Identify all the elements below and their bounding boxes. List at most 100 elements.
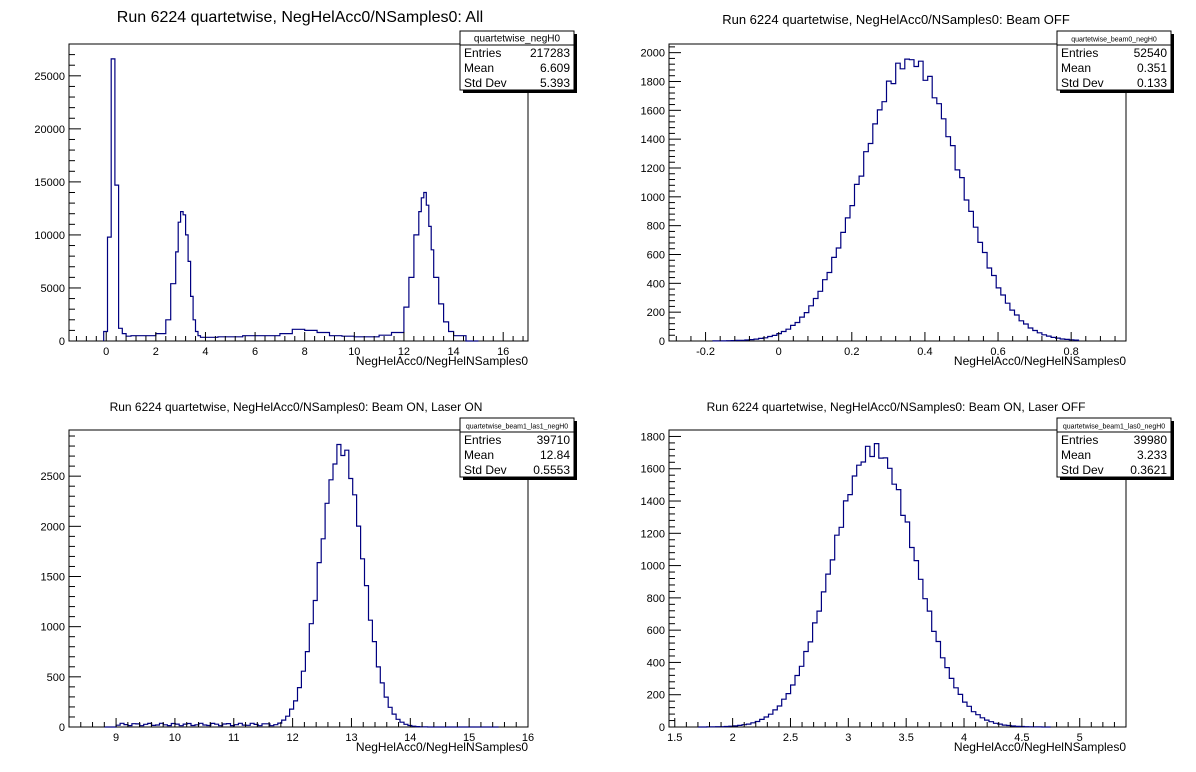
y-tick-label: 1800 <box>641 76 665 88</box>
stats-label: Mean <box>464 61 494 75</box>
x-tick-label: 13 <box>345 732 357 744</box>
histogram-pad-3: Run 6224 quartetwise, NegHelAcc0/NSample… <box>41 400 577 754</box>
stats-value: 6.609 <box>540 61 570 75</box>
stats-label: Mean <box>1061 448 1091 462</box>
x-tick-label: 10 <box>169 732 181 744</box>
x-tick-label: 1.5 <box>667 732 682 744</box>
y-tick-label: 1400 <box>641 496 665 508</box>
stats-value: 39710 <box>537 433 571 447</box>
y-tick-label: 1600 <box>641 464 665 476</box>
x-axis-label: NegHelAcc0/NegHelNSamples0 <box>954 354 1126 368</box>
y-tick-label: 1000 <box>641 192 665 204</box>
plot-frame <box>668 43 1127 342</box>
y-tick-label: 400 <box>647 657 665 669</box>
stats-label: Std Dev <box>1061 76 1104 90</box>
y-tick-label: 5000 <box>41 283 65 295</box>
x-tick-label: 15 <box>463 732 475 744</box>
y-tick-label: 0 <box>659 336 665 348</box>
chart-title: Run 6224 quartetwise, NegHelAcc0/NSample… <box>110 400 483 414</box>
histogram-series <box>103 58 479 342</box>
stats-value: 0.3621 <box>1130 463 1167 477</box>
x-tick-label: 14 <box>447 346 459 358</box>
x-tick-label: 10 <box>348 346 360 358</box>
x-tick-label: 11 <box>228 732 239 744</box>
plot-frame <box>68 43 529 342</box>
x-tick-label: 0 <box>103 346 109 358</box>
stats-value: 217283 <box>530 46 570 60</box>
stats-box-name: quartetwise_beam1_las0_negH0 <box>1063 424 1165 431</box>
x-axis-label: NegHelAcc0/NegHelNSamples0 <box>954 740 1126 754</box>
x-tick-label: 0.4 <box>917 346 932 358</box>
y-tick-label: 1400 <box>641 134 665 146</box>
chart-title: Run 6224 quartetwise, NegHelAcc0/NSample… <box>117 9 483 26</box>
y-tick-label: 0 <box>659 722 665 734</box>
histogram-series <box>697 443 1051 728</box>
stats-label: Mean <box>1061 61 1091 75</box>
y-tick-label: 1000 <box>641 561 665 573</box>
x-tick-label: 3.5 <box>899 732 914 744</box>
stats-label: Std Dev <box>464 76 507 90</box>
x-tick-label: 0.8 <box>1064 346 1079 358</box>
stats-box: quartetwise_beam0_negH0 Entries 52540 Mean 0… <box>1056 30 1174 93</box>
histogram-pad-2: Run 6224 quartetwise, NegHelAcc0/NSample… <box>641 12 1174 368</box>
chart-title: Run 6224 quartetwise, NegHelAcc0/NSample… <box>707 400 1086 414</box>
stats-value: 0.5553 <box>533 463 570 477</box>
x-tick-label: 2.5 <box>783 732 798 744</box>
histogram-series <box>712 58 1080 342</box>
x-tick-label: 2 <box>730 732 736 744</box>
stats-label: Mean <box>464 448 494 462</box>
y-tick-label: 500 <box>47 672 65 684</box>
x-tick-label: 12 <box>286 732 298 744</box>
stats-box-name: quartetwise_beam0_negH0 <box>1071 37 1157 44</box>
y-tick-label: 800 <box>647 593 665 605</box>
y-tick-label: 1500 <box>41 571 65 583</box>
y-tick-label: 200 <box>647 690 665 702</box>
x-tick-label: 4 <box>961 732 967 744</box>
x-tick-label: 14 <box>404 732 416 744</box>
stats-value: 12.84 <box>540 448 570 462</box>
stats-value: 39980 <box>1134 433 1168 447</box>
x-tick-label: 12 <box>398 346 410 358</box>
stats-value: 52540 <box>1134 46 1168 60</box>
stats-label: Std Dev <box>464 463 507 477</box>
stats-value: 3.233 <box>1137 448 1167 462</box>
y-tick-label: 600 <box>647 625 665 637</box>
y-tick-label: 1000 <box>41 622 65 634</box>
stats-label: Entries <box>464 46 501 60</box>
y-tick-label: 20000 <box>34 124 65 136</box>
plot-frame <box>68 429 529 728</box>
y-tick-label: 15000 <box>34 177 65 189</box>
x-tick-label: 9 <box>113 732 119 744</box>
x-tick-label: -0.2 <box>696 346 715 358</box>
stats-label: Std Dev <box>1061 463 1104 477</box>
stats-box-name: quartetwise_negH0 <box>474 34 561 45</box>
y-tick-label: 400 <box>647 278 665 290</box>
y-tick-label: 10000 <box>34 230 65 242</box>
x-tick-label: 4.5 <box>1014 732 1029 744</box>
y-tick-label: 1200 <box>641 528 665 540</box>
x-axis-label: NegHelAcc0/NegHelNSamples0 <box>356 354 528 368</box>
stats-label: Entries <box>1061 46 1098 60</box>
y-tick-label: 1800 <box>641 431 665 443</box>
stats-label: Entries <box>464 433 501 447</box>
y-tick-label: 0 <box>59 336 65 348</box>
x-tick-label: 5 <box>1077 732 1083 744</box>
x-tick-label: 0.6 <box>990 346 1005 358</box>
y-tick-label: 2500 <box>41 471 65 483</box>
x-tick-label: 2 <box>153 346 159 358</box>
x-tick-label: 8 <box>302 346 308 358</box>
x-tick-label: 6 <box>252 346 258 358</box>
y-tick-label: 0 <box>59 722 65 734</box>
x-tick-label: 0.2 <box>844 346 859 358</box>
histogram-series <box>104 443 499 728</box>
stats-box-name: quartetwise_beam1_las1_negH0 <box>466 424 568 431</box>
histogram-pad-4: Run 6224 quartetwise, NegHelAcc0/NSample… <box>641 400 1174 754</box>
y-tick-label: 800 <box>647 221 665 233</box>
stats-label: Entries <box>1061 433 1098 447</box>
x-tick-label: 4 <box>202 346 208 358</box>
stats-value: 5.393 <box>540 76 570 90</box>
x-tick-label: 0 <box>776 346 782 358</box>
histogram-pad-1: Run 6224 quartetwise, NegHelAcc0/NSample… <box>34 9 577 368</box>
chart-title: Run 6224 quartetwise, NegHelAcc0/NSample… <box>722 12 1070 27</box>
x-tick-label: 3 <box>845 732 851 744</box>
